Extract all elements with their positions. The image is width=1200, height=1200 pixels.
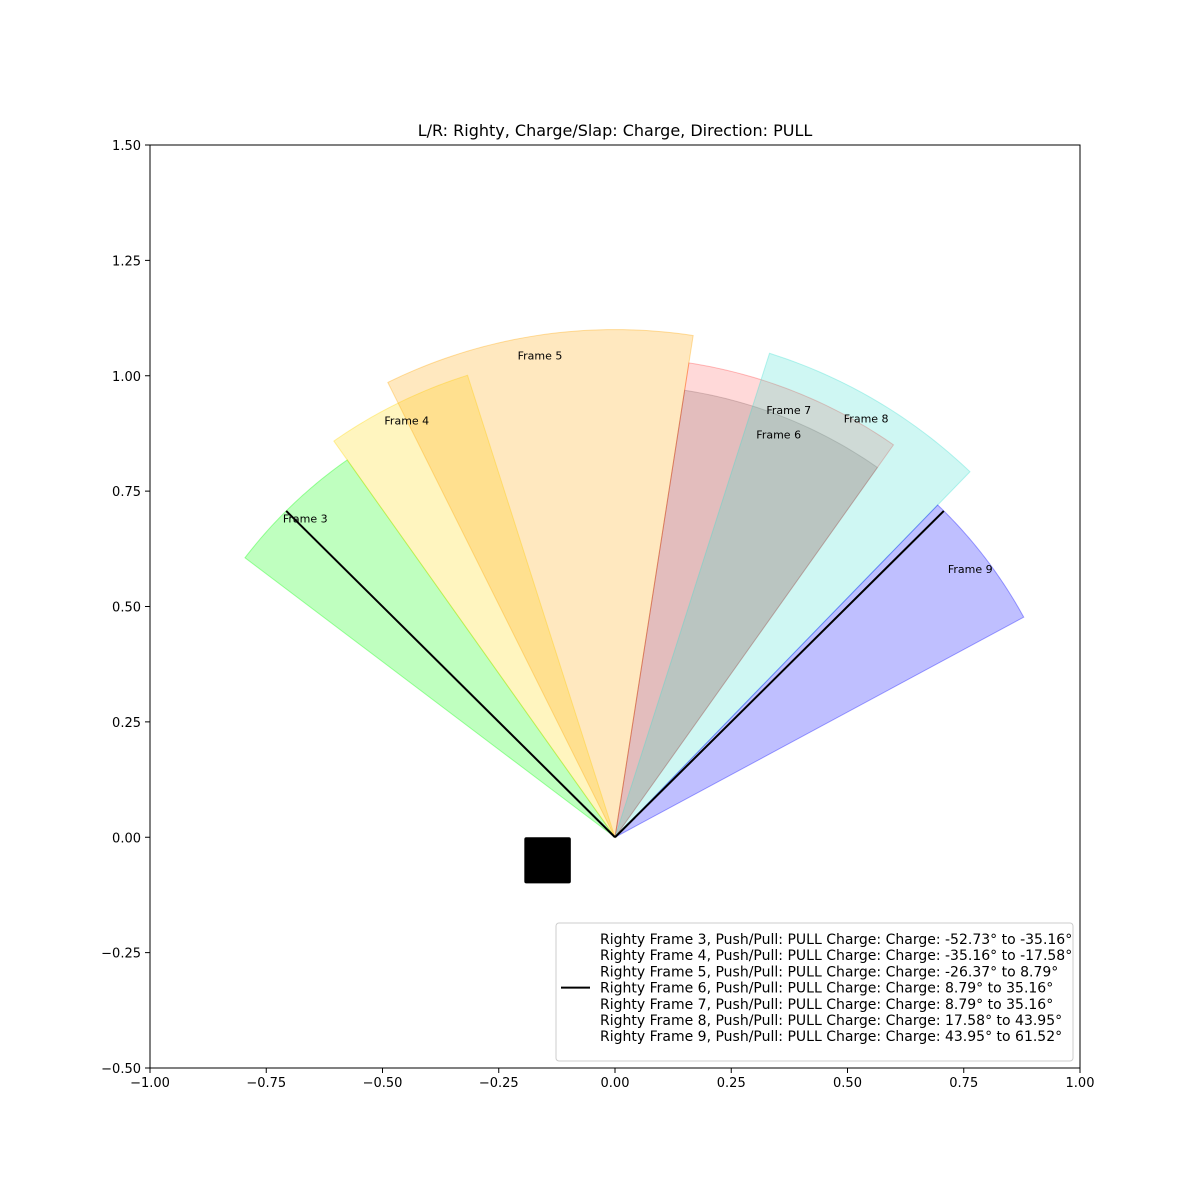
y-tick-label: 0.25 (112, 716, 141, 731)
wedge-frame-8 (614, 352, 971, 838)
legend-entry: Righty Frame 6, Push/Pull: PULL Charge: … (600, 981, 1053, 997)
wedge-label-frame-9: Frame 9 (948, 563, 993, 576)
x-tick-label: 0.50 (833, 1076, 862, 1091)
wedge-label-frame-4: Frame 4 (384, 414, 429, 427)
wedge-label-frame-8: Frame 8 (844, 412, 889, 425)
x-tick-label: 0.25 (717, 1076, 746, 1091)
y-tick-label: 1.00 (112, 370, 141, 385)
x-tick-label: −0.25 (479, 1076, 519, 1091)
y-tick-label: −0.25 (101, 947, 141, 962)
legend-entry: Righty Frame 3, Push/Pull: PULL Charge: … (600, 932, 1072, 948)
legend-entry: Righty Frame 5, Push/Pull: PULL Charge: … (600, 964, 1058, 980)
legend: Righty Frame 3, Push/Pull: PULL Charge: … (555, 922, 1074, 1062)
y-tick-label: −0.50 (101, 1062, 141, 1077)
x-tick-label: −0.50 (363, 1076, 403, 1091)
y-tick-label: 0.00 (112, 831, 141, 846)
batter-square-marker (524, 837, 571, 884)
wedge-frame-5 (387, 329, 694, 839)
wedge-frame-9 (614, 504, 1025, 838)
legend-entry: Righty Frame 4, Push/Pull: PULL Charge: … (600, 948, 1072, 964)
wedge-frame-4 (333, 374, 616, 838)
wedge-frame-6 (614, 389, 879, 838)
legend-entry: Righty Frame 8, Push/Pull: PULL Charge: … (600, 1013, 1062, 1029)
wedge-frame-3 (244, 459, 616, 838)
plot-area: Frame 3 Frame 4 Frame 5 Frame 6 Frame 7 Frame… (244, 329, 1025, 884)
x-tick-label: −1.00 (130, 1076, 170, 1091)
x-tick-label: 0.00 (601, 1076, 630, 1091)
y-tick-label: 0.75 (112, 485, 141, 500)
wedge-frame-7 (614, 362, 895, 838)
x-tick-label: 1.00 (1066, 1076, 1095, 1091)
axis-ticks: −1.00 −0.75 −0.50 −0.25 0.00 0.25 0.50 0.75 1.00… (101, 139, 1094, 1091)
x-tick-label: 0.75 (949, 1076, 978, 1091)
legend-box (555, 922, 1074, 1062)
wedge-label-frame-7: Frame 7 (766, 404, 811, 417)
y-tick-label: 1.25 (112, 254, 141, 269)
y-tick-label: 0.50 (112, 601, 141, 616)
wedge-label-frame-3: Frame 3 (283, 512, 328, 525)
direction-line-1 (285, 510, 616, 838)
direction-line-2 (614, 510, 945, 838)
legend-entry: Righty Frame 7, Push/Pull: PULL Charge: … (600, 997, 1053, 1013)
wedge-label-frame-6: Frame 6 (756, 429, 801, 442)
legend-entry: Righty Frame 9, Push/Pull: PULL Charge: … (600, 1029, 1062, 1045)
wedge-label-frame-5: Frame 5 (518, 350, 563, 363)
x-tick-label: −0.75 (246, 1076, 286, 1091)
chart-title: L/R: Righty, Charge/Slap: Charge, Direct… (418, 121, 813, 140)
y-tick-label: 1.50 (112, 139, 141, 154)
